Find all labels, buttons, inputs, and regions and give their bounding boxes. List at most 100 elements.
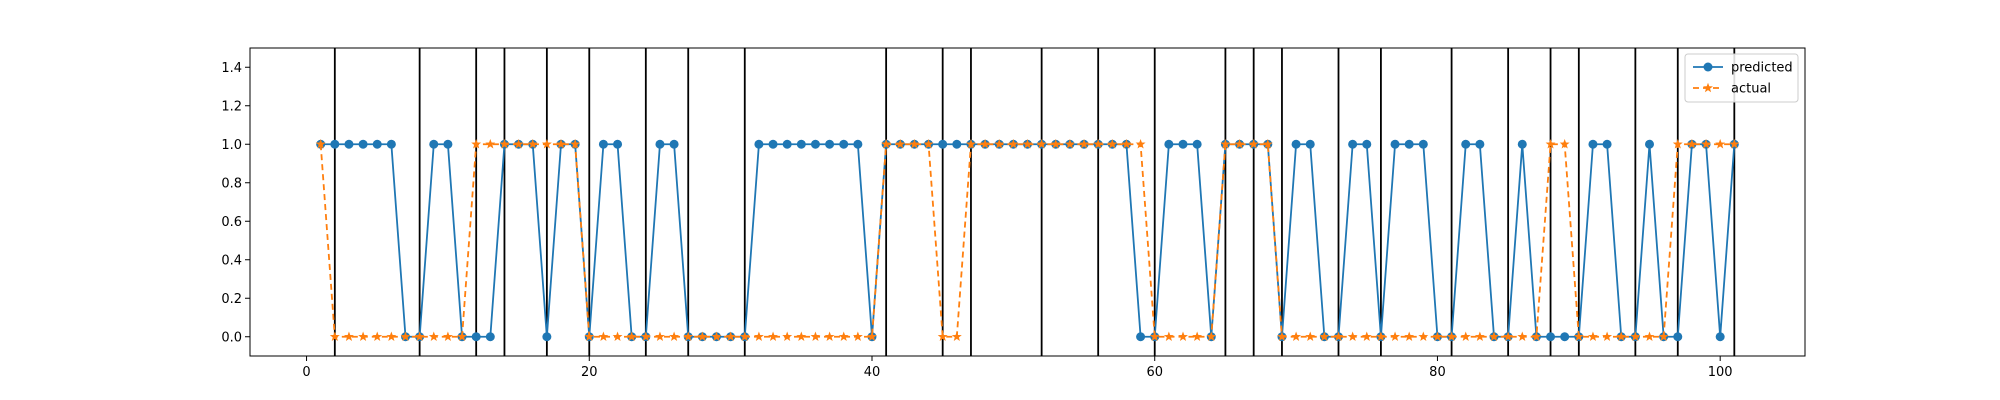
data-point bbox=[1305, 331, 1316, 341]
data-point bbox=[1178, 139, 1188, 149]
data-point bbox=[1050, 139, 1061, 149]
legend-marker-actual bbox=[1703, 82, 1713, 93]
data-point bbox=[952, 139, 962, 149]
data-point bbox=[994, 139, 1005, 149]
data-point bbox=[1390, 139, 1400, 149]
data-point bbox=[513, 139, 524, 149]
data-point bbox=[1333, 331, 1344, 341]
data-point bbox=[881, 139, 892, 149]
data-point bbox=[330, 139, 340, 149]
data-point bbox=[810, 139, 820, 149]
data-point bbox=[1531, 331, 1542, 341]
data-point bbox=[1121, 139, 1132, 149]
data-point bbox=[570, 139, 581, 149]
data-point bbox=[485, 139, 496, 149]
series-layer bbox=[315, 139, 1740, 342]
data-point bbox=[923, 139, 934, 149]
data-point bbox=[1715, 332, 1725, 342]
x-tick-label: 60 bbox=[1146, 365, 1163, 380]
data-point bbox=[1588, 139, 1598, 149]
data-point bbox=[1461, 139, 1471, 149]
data-point bbox=[1234, 139, 1245, 149]
data-point bbox=[613, 139, 623, 149]
data-point bbox=[895, 139, 906, 149]
data-point bbox=[358, 139, 368, 149]
data-point bbox=[909, 139, 920, 149]
data-point bbox=[697, 331, 708, 341]
data-point bbox=[1602, 139, 1612, 149]
data-point bbox=[372, 139, 382, 149]
data-point bbox=[443, 139, 453, 149]
data-point bbox=[669, 331, 680, 341]
y-axis: 0.0 0.2 0.4 0.6 0.8 1.0 1.2 1.4 bbox=[221, 61, 250, 345]
data-point bbox=[655, 139, 665, 149]
data-point bbox=[1489, 331, 1499, 341]
data-point bbox=[1220, 139, 1231, 149]
data-point bbox=[1277, 331, 1287, 341]
data-point bbox=[372, 331, 383, 341]
y-tick-label: 0.8 bbox=[221, 176, 242, 191]
data-point bbox=[1672, 139, 1683, 149]
data-point bbox=[344, 331, 354, 341]
data-point bbox=[1474, 331, 1485, 341]
plot-frame bbox=[249, 47, 1806, 357]
data-point bbox=[499, 139, 510, 149]
data-point bbox=[839, 139, 849, 149]
data-point bbox=[937, 331, 948, 341]
data-point bbox=[782, 331, 793, 341]
data-point bbox=[754, 139, 764, 149]
data-point bbox=[527, 139, 538, 149]
data-point bbox=[1460, 331, 1471, 341]
data-point bbox=[1701, 139, 1711, 149]
data-point bbox=[1630, 331, 1641, 341]
data-point bbox=[655, 331, 665, 341]
legend-label-actual: actual bbox=[1731, 82, 1771, 97]
data-point bbox=[938, 139, 948, 149]
data-point bbox=[429, 139, 439, 149]
data-point bbox=[1192, 139, 1202, 149]
series-actual bbox=[315, 139, 1740, 341]
data-point bbox=[1107, 139, 1118, 149]
y-tick-label: 0.6 bbox=[221, 215, 242, 230]
data-point bbox=[386, 331, 397, 341]
series-line-actual bbox=[319, 143, 1735, 338]
data-point bbox=[1404, 139, 1414, 149]
data-point bbox=[414, 331, 425, 341]
data-point bbox=[1475, 139, 1485, 149]
data-point bbox=[1418, 331, 1429, 341]
data-point bbox=[1588, 331, 1598, 341]
vertical-lines bbox=[333, 48, 1736, 356]
data-point bbox=[768, 139, 778, 149]
data-point bbox=[980, 139, 991, 149]
x-tick-label: 80 bbox=[1429, 365, 1446, 380]
data-point bbox=[1517, 331, 1528, 341]
data-point bbox=[485, 332, 495, 342]
data-point bbox=[838, 331, 849, 341]
data-point bbox=[612, 331, 623, 341]
data-point bbox=[683, 331, 694, 341]
data-point bbox=[1418, 139, 1428, 149]
legend-box bbox=[1684, 53, 1799, 103]
data-point bbox=[1616, 331, 1627, 341]
y-tick-label: 0.0 bbox=[221, 330, 242, 345]
data-point bbox=[1686, 139, 1697, 149]
data-point bbox=[782, 139, 792, 149]
data-point bbox=[824, 331, 835, 341]
x-tick-label: 40 bbox=[864, 365, 881, 380]
data-point bbox=[428, 331, 439, 341]
data-point bbox=[796, 331, 807, 341]
y-tick-label: 0.4 bbox=[221, 253, 242, 268]
y-tick-label: 1.4 bbox=[221, 61, 242, 76]
data-point bbox=[1248, 139, 1259, 149]
data-point bbox=[796, 139, 806, 149]
data-point bbox=[598, 331, 609, 341]
data-point bbox=[1559, 139, 1570, 149]
data-point bbox=[1135, 139, 1146, 149]
data-point bbox=[1645, 139, 1654, 149]
data-point bbox=[584, 331, 595, 341]
data-point bbox=[1362, 139, 1372, 149]
data-point bbox=[825, 139, 835, 149]
data-point bbox=[725, 331, 736, 341]
data-point bbox=[471, 332, 481, 342]
data-point bbox=[1390, 331, 1400, 341]
